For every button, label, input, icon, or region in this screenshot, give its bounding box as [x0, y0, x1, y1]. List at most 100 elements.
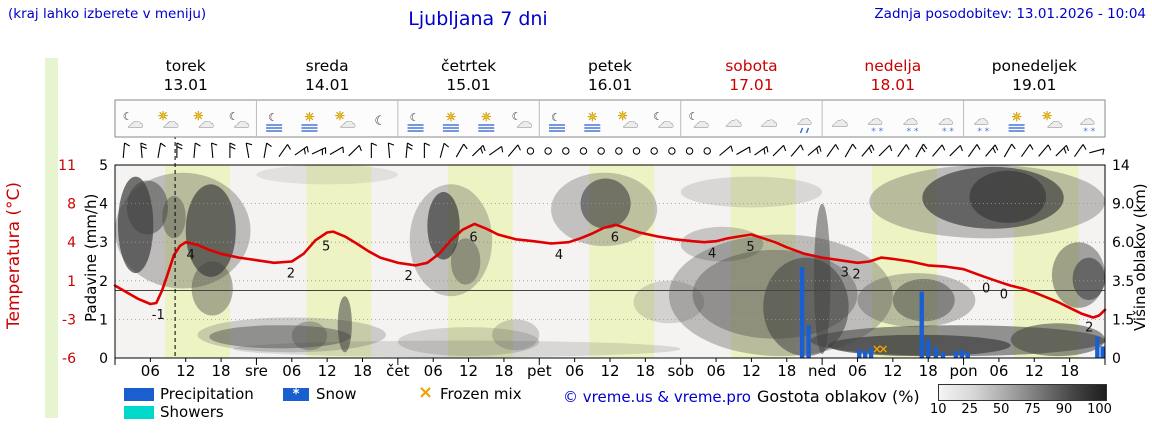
wind-barb-tick	[517, 144, 521, 151]
time-axis-label: 18	[636, 362, 655, 380]
temperature-value-label: 4	[708, 247, 716, 262]
cloud-density-colorbar	[938, 384, 1107, 401]
wind-barb-tick	[388, 142, 395, 146]
wind-barb-tick	[406, 146, 413, 150]
wind-barb-icon	[878, 144, 891, 157]
cloud-density-scale: 10 25 50 75 90 100	[930, 402, 1112, 417]
cloud-cover-blob	[680, 176, 823, 208]
cloud-icon: ☁	[761, 111, 778, 131]
time-axis-label: 06	[989, 362, 1008, 380]
temperature-value-label: 2	[405, 269, 413, 284]
wind-barb-tick	[870, 144, 875, 151]
wind-barb-tick	[835, 144, 840, 150]
cloud-icon: ☁	[725, 111, 742, 131]
density-scale-label: 90	[1055, 402, 1073, 417]
wind-barb-tick	[763, 148, 766, 155]
cloud-icon: ☁	[693, 112, 709, 131]
calm-wind-icon	[668, 147, 676, 155]
wind-barb-tick	[730, 145, 734, 152]
cloud-height-tick-label: 9.0	[1112, 197, 1134, 213]
moon-icon: ☾	[653, 110, 663, 123]
precip-tick-label: 3	[99, 235, 108, 251]
wind-barb-tick	[287, 144, 292, 150]
cloud-cover-blob	[828, 334, 1011, 357]
moon-icon: ☾	[229, 110, 239, 123]
precipitation-bar	[868, 347, 874, 358]
time-axis-label: 18	[919, 362, 938, 380]
wind-barb-tick	[976, 144, 981, 150]
moon-icon: ☾	[688, 110, 698, 123]
cloud-cover-blob	[492, 319, 540, 351]
cloud-cover-blob	[337, 296, 352, 353]
wind-barb-tick	[1102, 148, 1105, 155]
wind-barb-icon	[949, 144, 961, 157]
time-axis-label: 18	[777, 362, 796, 380]
wind-barb-tick	[1065, 145, 1070, 152]
wind-barb-icon	[967, 144, 978, 158]
temp-tick-label: -3	[62, 312, 76, 328]
wind-barb-icon	[826, 144, 837, 158]
cloud-icon: ☁	[198, 112, 214, 131]
cloud-icon: ☁	[974, 110, 989, 128]
wind-barb-tick	[783, 145, 787, 152]
snowflakes-icon: * *	[977, 127, 989, 137]
day-name: petek	[588, 57, 632, 75]
rain-drops-icon	[799, 127, 804, 134]
calm-wind-icon	[650, 147, 658, 155]
time-axis-label: 18	[494, 362, 513, 380]
temperature-value-label: 4	[187, 248, 195, 263]
wind-barb-icon	[489, 145, 502, 156]
precipitation-bar	[965, 352, 970, 358]
density-scale-label: 25	[961, 402, 978, 417]
wind-barb-tick	[342, 146, 344, 154]
cloud-icon: ☁	[1047, 112, 1063, 131]
time-axis-label: 12	[883, 362, 902, 380]
wind-barb-tick	[992, 147, 997, 154]
cloud-icon: ☁	[938, 110, 953, 128]
wind-barb-tick	[482, 145, 486, 152]
calm-wind-icon	[632, 147, 641, 155]
cloud-cover-blob	[1010, 323, 1105, 357]
calm-wind-icon	[579, 147, 588, 155]
temperature-value-label: 2	[852, 267, 860, 282]
cloud-cover-blob	[209, 325, 351, 349]
density-scale-label: 100	[1087, 402, 1112, 417]
wind-barb-tick	[800, 144, 804, 151]
day-date: 16.01	[588, 76, 632, 94]
day-date: 15.01	[446, 76, 490, 94]
snow-swatch: *	[283, 388, 309, 401]
copyright-link[interactable]: © vreme.us & vreme.pro	[563, 388, 751, 406]
wind-barb-icon	[210, 142, 214, 159]
wind-barb-tick	[868, 147, 873, 154]
time-axis-label: 18	[1060, 362, 1079, 380]
wind-barb-icon	[1055, 144, 1067, 157]
wind-barb-tick	[358, 145, 362, 152]
wind-barb-icon	[405, 142, 408, 159]
sun-icon: ☀	[1042, 109, 1053, 123]
precipitation-bar	[1095, 336, 1100, 358]
cloud-icon: ☁	[340, 112, 356, 131]
sun-icon: ☀	[481, 110, 492, 124]
precipitation-swatch	[124, 388, 154, 401]
cloud-icon: ☁	[163, 112, 179, 131]
wind-barb-tick	[306, 146, 309, 153]
temperature-value-label: 4	[555, 248, 563, 263]
cloud-height-tick-label: 6.0	[1112, 235, 1134, 251]
day-date: 17.01	[729, 76, 773, 94]
wind-barb-tick	[1063, 147, 1067, 154]
precipitation-bar	[926, 338, 931, 358]
frozen-mix-label: Frozen mix	[440, 385, 522, 403]
precipitation-bar	[959, 350, 965, 358]
sun-icon: ☀	[446, 110, 457, 124]
time-axis-label: sob	[667, 362, 694, 380]
cloud-cover-blob	[580, 178, 631, 229]
precipitation-label: Precipitation	[160, 385, 254, 403]
wind-barb-tick	[1011, 143, 1016, 150]
wind-barb-icon	[455, 143, 465, 158]
sun-icon: ☀	[304, 110, 315, 124]
wind-barb-icon	[897, 144, 907, 158]
day-name: četrtek	[441, 57, 496, 75]
wind-barb-icon	[719, 145, 732, 156]
wind-barb-icon	[772, 144, 784, 157]
wind-barb-tick	[748, 146, 751, 154]
